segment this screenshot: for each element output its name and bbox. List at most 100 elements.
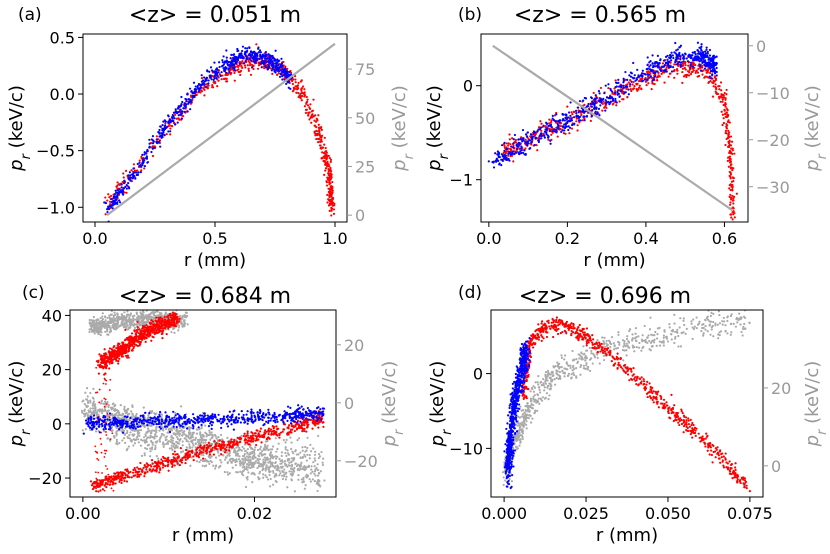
data-point	[646, 67, 650, 70]
data-point	[141, 162, 145, 165]
data-point	[169, 127, 172, 130]
data-point	[708, 62, 712, 65]
chart-title: <z> = 0.565 m	[514, 3, 686, 28]
data-point	[177, 324, 181, 327]
data-point	[167, 440, 171, 443]
data-point	[147, 415, 150, 419]
data-point	[123, 182, 126, 185]
data-point	[640, 88, 643, 91]
data-point	[598, 92, 601, 95]
data-point	[123, 191, 126, 194]
data-point	[722, 103, 725, 107]
data-point	[594, 100, 597, 104]
data-point	[171, 448, 174, 452]
data-point	[301, 456, 304, 460]
data-point	[183, 319, 186, 322]
data-point	[172, 120, 175, 123]
data-point	[317, 114, 320, 117]
data-point	[159, 125, 162, 128]
data-point	[626, 78, 629, 81]
data-point	[203, 438, 206, 441]
data-point	[646, 78, 649, 81]
data-point	[636, 68, 639, 71]
data-point	[700, 49, 703, 52]
data-point	[236, 450, 239, 453]
data-point	[707, 58, 710, 61]
data-point	[124, 185, 127, 189]
data-point	[315, 129, 318, 132]
data-point	[247, 456, 250, 459]
data-point	[225, 49, 228, 52]
data-point	[704, 59, 707, 62]
data-point	[689, 56, 692, 59]
data-point	[118, 417, 121, 421]
data-point	[561, 112, 564, 116]
data-point	[537, 139, 540, 142]
data-point	[107, 193, 110, 196]
data-point	[503, 149, 506, 152]
data-point	[287, 73, 291, 76]
data-point	[83, 409, 86, 413]
data-point	[86, 395, 89, 398]
data-point	[188, 433, 191, 436]
data-point	[177, 329, 180, 332]
data-point	[143, 321, 147, 324]
data-point	[256, 67, 260, 70]
data-point	[695, 70, 698, 73]
data-point	[148, 138, 151, 141]
data-point	[128, 316, 131, 319]
data-point	[729, 196, 732, 199]
data-point	[604, 99, 607, 102]
data-point	[84, 412, 87, 415]
data-point	[217, 451, 220, 454]
data-point	[143, 454, 146, 457]
data-point	[153, 435, 157, 438]
data-point	[141, 164, 144, 167]
data-point	[92, 387, 95, 390]
data-point	[545, 127, 549, 130]
data-point	[125, 184, 128, 187]
data-point	[732, 210, 735, 213]
data-point	[296, 88, 299, 91]
data-point	[284, 70, 287, 73]
data-point	[101, 315, 104, 318]
data-point	[728, 170, 731, 174]
data-point	[297, 474, 300, 477]
data-point	[263, 60, 266, 63]
data-point	[528, 139, 532, 142]
data-point	[245, 56, 248, 60]
data-point	[521, 128, 525, 132]
data-point	[249, 63, 252, 66]
data-point	[653, 65, 656, 68]
data-point	[109, 317, 112, 320]
data-point	[281, 465, 284, 468]
data-point	[191, 446, 194, 449]
data-point	[300, 461, 303, 464]
data-point	[283, 462, 287, 465]
data-point	[235, 56, 238, 59]
data-point	[229, 64, 232, 67]
data-point	[149, 431, 152, 435]
data-point	[280, 451, 284, 454]
data-point	[239, 470, 242, 473]
data-point	[200, 453, 203, 456]
data-point	[309, 480, 312, 483]
data-point	[129, 324, 132, 327]
data-point	[291, 82, 294, 86]
data-point	[279, 459, 282, 462]
data-point	[599, 99, 602, 102]
data-point	[179, 108, 182, 111]
data-point	[177, 106, 180, 109]
data-point	[542, 132, 545, 135]
data-point	[304, 483, 307, 487]
data-point	[163, 134, 166, 137]
data-point	[313, 119, 316, 122]
data-point	[678, 46, 681, 49]
y2-axis-label: pr (keV/c)	[802, 85, 830, 172]
data-point	[197, 82, 201, 86]
data-point	[620, 90, 623, 93]
data-point	[284, 448, 287, 451]
data-point	[613, 91, 617, 94]
data-point	[96, 318, 99, 321]
data-point	[563, 123, 566, 126]
